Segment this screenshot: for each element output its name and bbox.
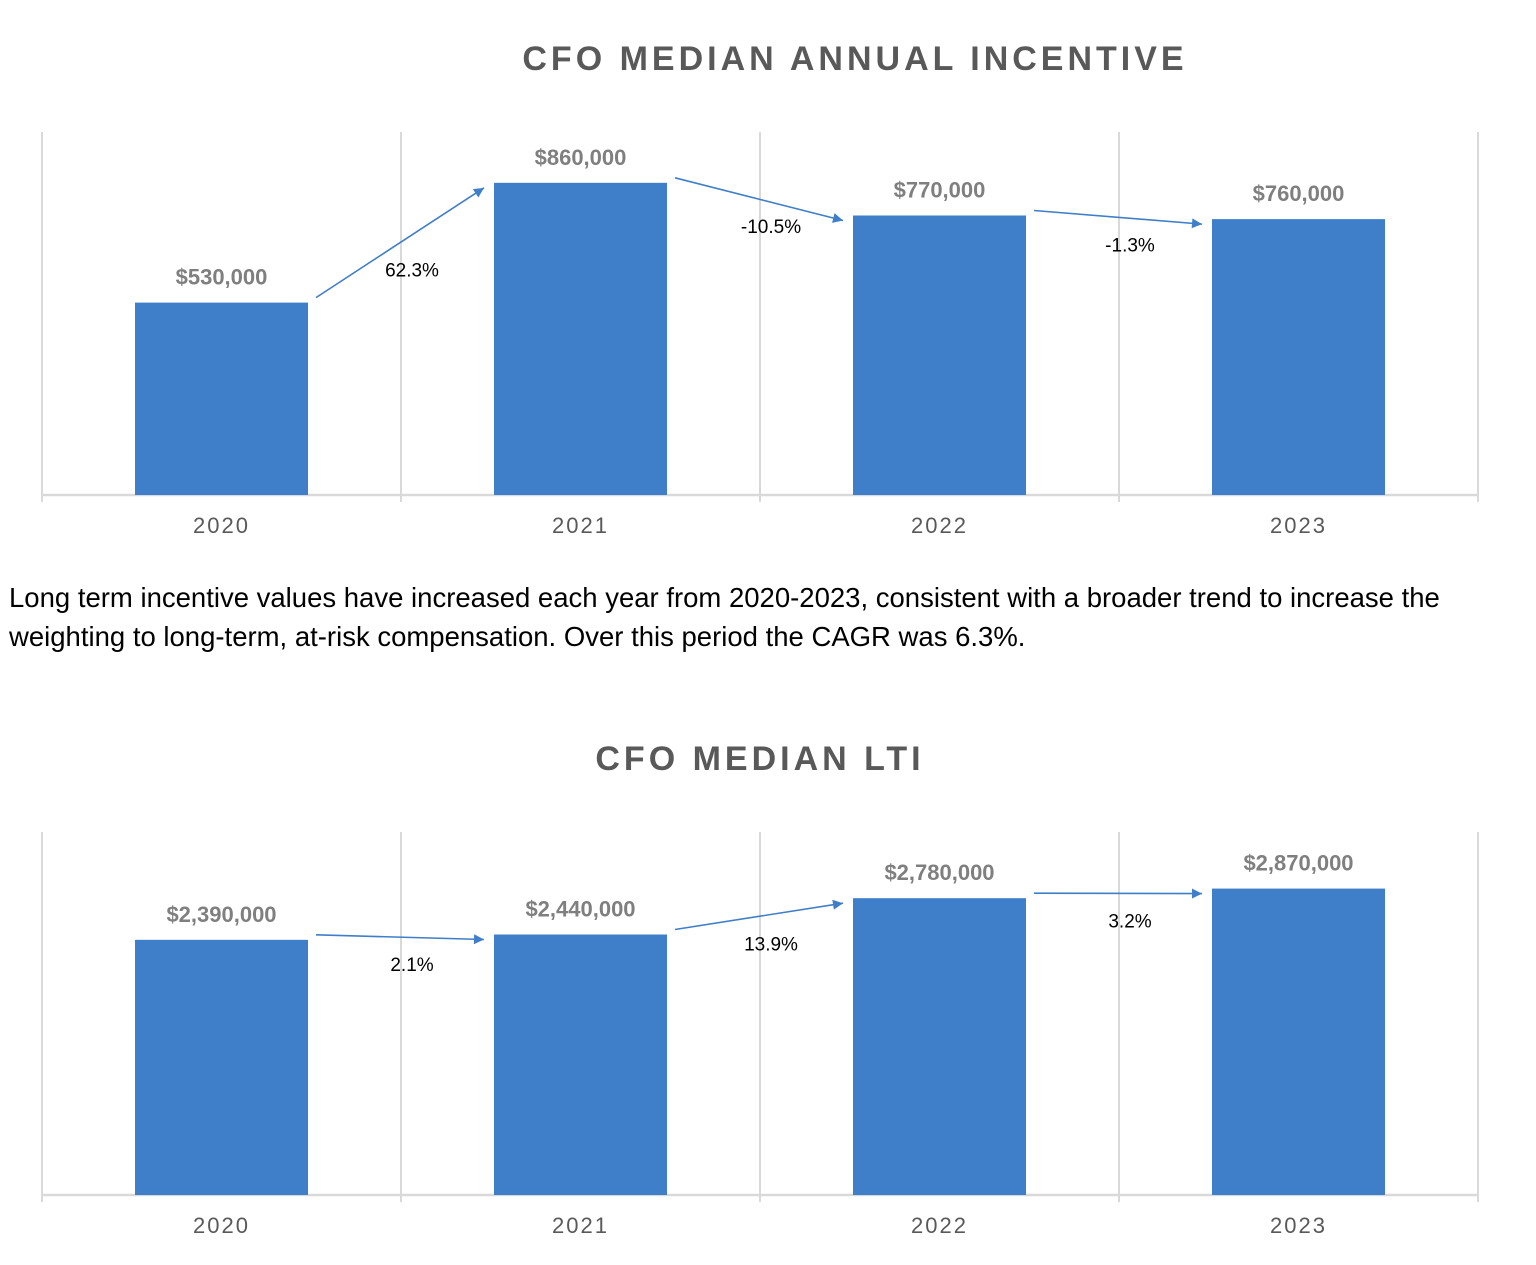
- change-arrow: [674, 899, 844, 931]
- category-label: 2022: [911, 513, 968, 538]
- change-label: -10.5%: [741, 217, 801, 238]
- change-arrow: [674, 177, 844, 223]
- change-arrow: [315, 934, 485, 945]
- bar: [853, 215, 1026, 496]
- data-label: $530,000: [176, 265, 268, 290]
- annual-incentive-chart: CFO MEDIAN ANNUAL INCENTIVE $530,000 2020 $…: [41, 40, 1479, 538]
- data-label: $2,780,000: [884, 860, 994, 885]
- change-label: 62.3%: [385, 261, 439, 282]
- bar: [494, 934, 667, 1195]
- category-label: 2020: [193, 1213, 250, 1238]
- data-label: $2,440,000: [525, 896, 635, 921]
- change-arrow: [315, 187, 485, 299]
- change-label: 2.1%: [390, 955, 433, 976]
- category-label: 2021: [552, 1213, 609, 1238]
- bar: [853, 898, 1026, 1195]
- category-label: 2023: [1270, 513, 1327, 538]
- data-label: $2,390,000: [166, 902, 276, 927]
- category-label: 2021: [552, 513, 609, 538]
- category-label: 2022: [911, 1213, 968, 1238]
- bar: [135, 302, 308, 495]
- data-label: $770,000: [894, 177, 986, 202]
- bar: [1212, 219, 1385, 495]
- summary-paragraph: Long term incentive values have increase…: [9, 582, 1440, 652]
- change-label: -1.3%: [1105, 235, 1155, 256]
- category-label: 2023: [1270, 1213, 1327, 1238]
- chart-title: CFO MEDIAN ANNUAL INCENTIVE: [522, 40, 1187, 78]
- data-label: $2,870,000: [1243, 851, 1353, 876]
- chart-title: CFO MEDIAN LTI: [595, 740, 924, 778]
- change-arrow: [1033, 209, 1203, 229]
- bar: [494, 182, 667, 495]
- change-label: 13.9%: [744, 934, 798, 955]
- bar: [1212, 888, 1385, 1195]
- bar: [135, 939, 308, 1195]
- data-label: $860,000: [535, 145, 627, 170]
- lti-chart: CFO MEDIAN LTI $2,390,000 2020 $2,440,000 20…: [41, 740, 1479, 1238]
- change-label: 3.2%: [1108, 911, 1151, 932]
- category-label: 2020: [193, 513, 250, 538]
- data-label: $760,000: [1253, 181, 1345, 206]
